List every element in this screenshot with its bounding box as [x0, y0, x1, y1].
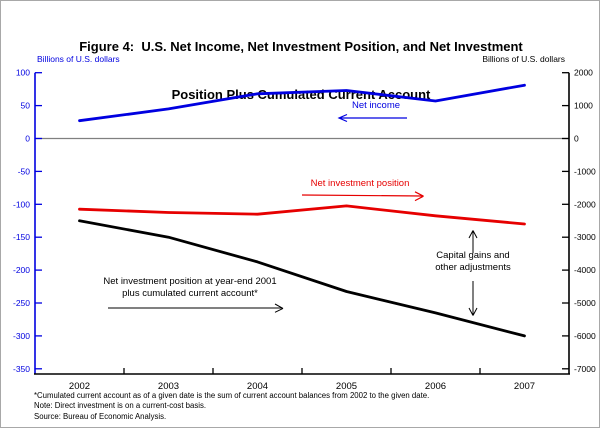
- footnote-source: Source: Bureau of Economic Analysis.: [34, 411, 167, 421]
- y-axis-right-tick-label: -2000: [574, 199, 596, 209]
- y-axis-right-tick-label: -5000: [574, 298, 596, 308]
- net-investment-position-annotation: Net investment position: [310, 178, 410, 189]
- x-axis-year-label: 2007: [514, 381, 535, 392]
- y-axis-left-tick-label: 50: [21, 101, 31, 111]
- y-axis-left-tick-label: -50: [18, 166, 31, 176]
- capital-gains-annotation-line1: Capital gains and: [436, 250, 510, 261]
- x-axis-year-label: 2005: [336, 381, 357, 392]
- net-income-left-arrow: [337, 113, 407, 123]
- footnote-note: Note: Direct investment is on a current-…: [34, 401, 207, 411]
- y-axis-right-tick-label: -3000: [574, 232, 596, 242]
- y-axis-right-tick-label: 0: [574, 134, 579, 144]
- y-axis-right-tick-label: -4000: [574, 265, 596, 275]
- cumulated-account-annotation-line2: plus cumulated current account*: [122, 287, 258, 299]
- capital-gains-annotation: Capital gains and other adjustments: [422, 250, 524, 273]
- y-axis-left-tick-label: -200: [13, 265, 30, 275]
- capital-gains-down-arrow: [468, 281, 478, 316]
- capital-gains-up-arrow: [468, 230, 478, 253]
- figure-title: Figure 4: U.S. Net Income, Net Investmen…: [1, 7, 599, 135]
- y-axis-right-tick-label: -6000: [574, 331, 596, 341]
- chart-generated-layer: 100 50 0 -50 -100 -150 -200 -250 -300 -350 2000 100…: [13, 68, 596, 392]
- y-axis-right-tick-label: -7000: [574, 364, 596, 374]
- net-investment-position-right-arrow: [301, 191, 424, 202]
- y-axis-left-tick-label: -100: [13, 199, 30, 209]
- cumulated-account-annotation: Net investment position at year-end 2001…: [84, 276, 296, 299]
- right-axis-unit-label: Billions of U.S. dollars: [482, 54, 565, 64]
- y-axis-left-tick-label: -250: [13, 298, 30, 308]
- capital-gains-annotation-line2: other adjustments: [435, 261, 511, 273]
- y-axis-left-tick-label: -350: [13, 364, 30, 374]
- cumulated-account-right-arrow: [108, 303, 284, 313]
- cumulated-account-annotation-line1: Net investment position at year-end 2001: [103, 276, 277, 287]
- footnote-cumulated-definition: *Cumulated current account as of a given…: [34, 391, 430, 400]
- x-axis-year-label: 2003: [158, 381, 179, 392]
- y-axis-right-tick-label: 1000: [574, 101, 593, 111]
- left-axis-unit-label: Billions of U.S. dollars: [37, 54, 120, 64]
- y-axis-left-tick-label: 100: [16, 68, 30, 78]
- y-axis-left-tick-label: -300: [13, 331, 30, 341]
- series-line-net-income: [78, 83, 526, 123]
- series-line-net-investment-position: [78, 204, 526, 226]
- y-axis-left-tick-label: -150: [13, 232, 30, 242]
- x-axis-year-label: 2004: [247, 381, 268, 392]
- figure-title-line1: Figure 4: U.S. Net Income, Net Investmen…: [79, 39, 523, 54]
- y-axis-right-tick-label: 2000: [574, 68, 593, 78]
- x-axis-year-label: 2002: [69, 381, 90, 392]
- x-axis-year-label: 2006: [425, 381, 446, 392]
- series-line-net-investment-position-at-year-end-2001: [78, 219, 526, 338]
- footnotes: *Cumulated current account as of a given…: [34, 391, 594, 422]
- net-income-annotation: Net income: [351, 100, 401, 111]
- y-axis-left-tick-label: 0: [25, 134, 30, 144]
- y-axis-right-tick-label: -1000: [574, 166, 596, 176]
